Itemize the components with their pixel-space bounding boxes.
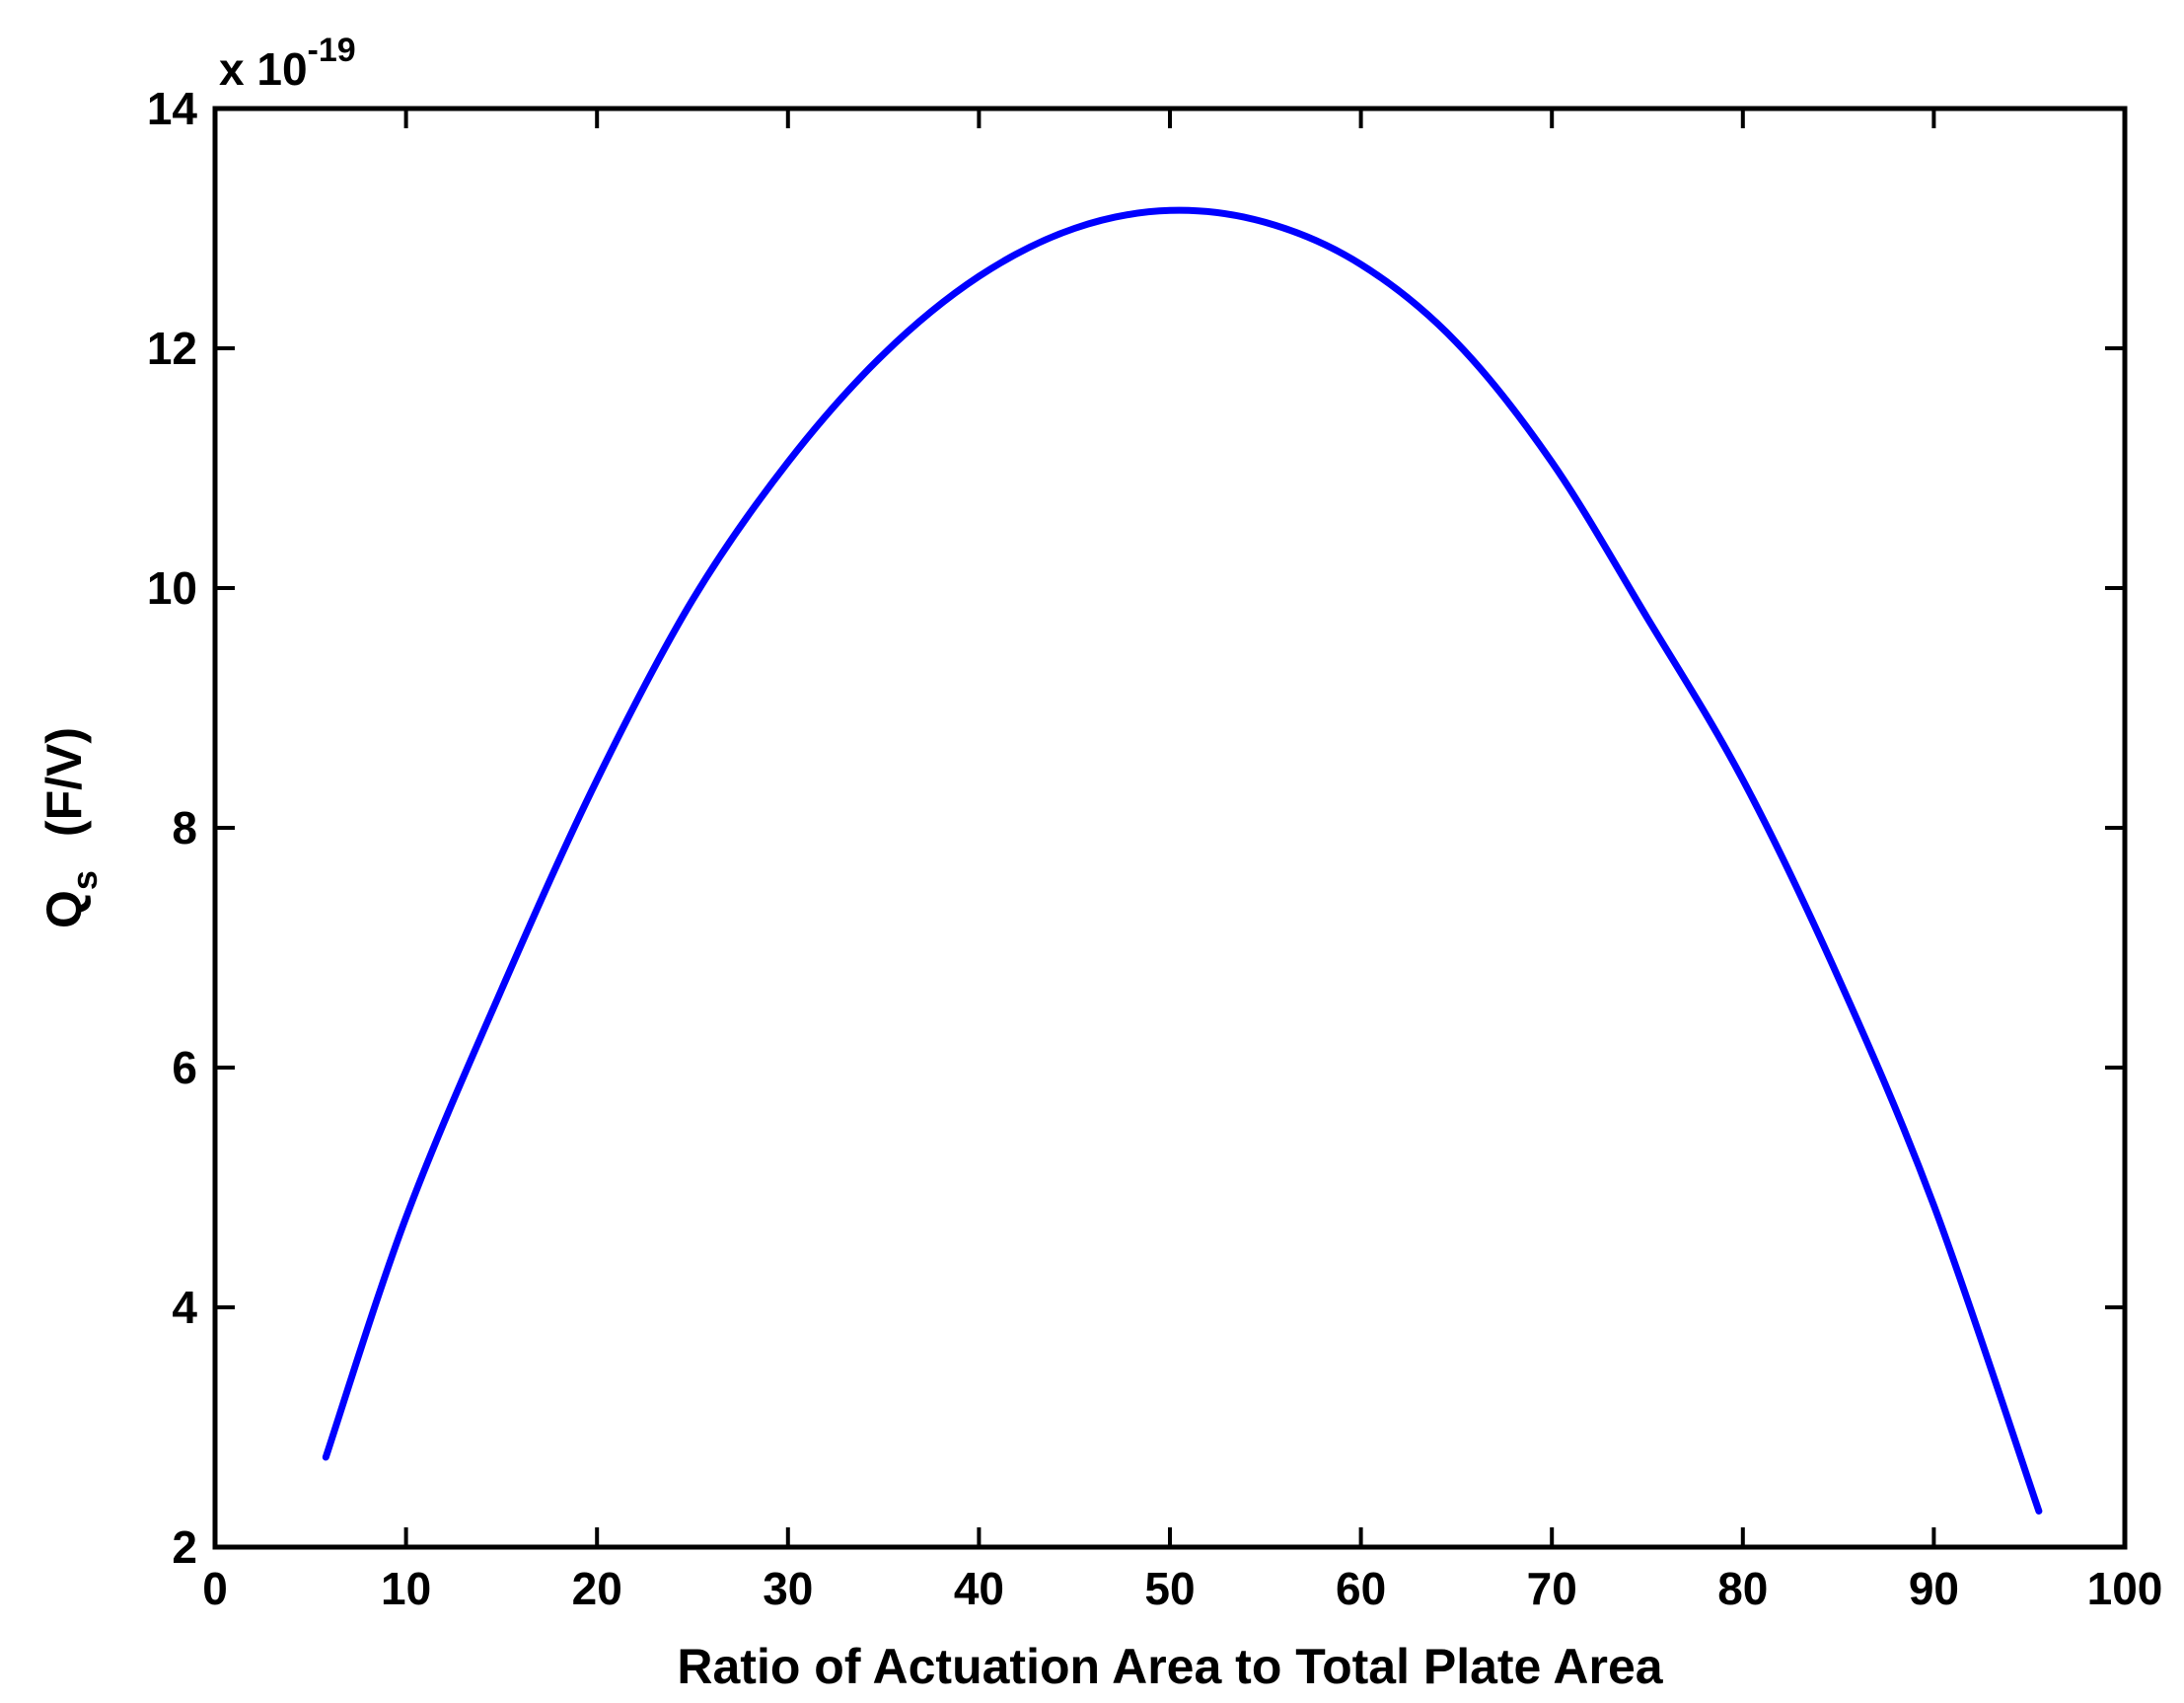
x-tick-label: 60: [1336, 1563, 1386, 1614]
ticks-layer: 0 10 20 30 40 50 60 70 80 90 100 2 4 6 8 10 12 14: [147, 83, 2163, 1614]
x-axis-label: Ratio of Actuation Area to Total Plate A…: [677, 1639, 1663, 1694]
x-tick-label: 20: [572, 1563, 622, 1614]
y-axis-multiplier-base: x 10: [219, 43, 308, 95]
y-axis-multiplier-exponent: -19: [308, 32, 356, 69]
x-tick-label: 70: [1527, 1563, 1577, 1614]
labels-layer: Ratio of Actuation Area to Total Plate A…: [36, 32, 1664, 1694]
x-tick-label: 50: [1144, 1563, 1195, 1614]
y-axis-label-subscript: s: [64, 870, 105, 890]
y-tick-label: 4: [172, 1282, 197, 1333]
x-tick-label: 40: [954, 1563, 1004, 1614]
x-tick-label: 100: [2087, 1563, 2163, 1614]
y-axis-label-unit: (F/V): [36, 727, 92, 837]
y-axis-label: Qs (F/V): [36, 727, 105, 928]
x-tick-label: 30: [763, 1563, 813, 1614]
y-tick-label: 6: [172, 1042, 197, 1093]
y-tick-label: 2: [172, 1521, 197, 1573]
y-tick-label: 14: [147, 83, 198, 134]
y-tick-label: 8: [172, 802, 197, 853]
y-axis-multiplier: x 10-19: [219, 32, 356, 95]
x-tick-label: 90: [1909, 1563, 1959, 1614]
series-layer: [322, 206, 2043, 1515]
series-line: [322, 206, 2043, 1515]
y-tick-label: 10: [147, 562, 197, 614]
y-axis-label-main: Q: [36, 890, 92, 928]
plot-frame: [212, 106, 2128, 1550]
x-tick-label: 0: [202, 1563, 228, 1614]
x-tick-label: 80: [1717, 1563, 1768, 1614]
x-tick-label: 10: [381, 1563, 431, 1614]
y-tick-label: 12: [147, 323, 197, 374]
